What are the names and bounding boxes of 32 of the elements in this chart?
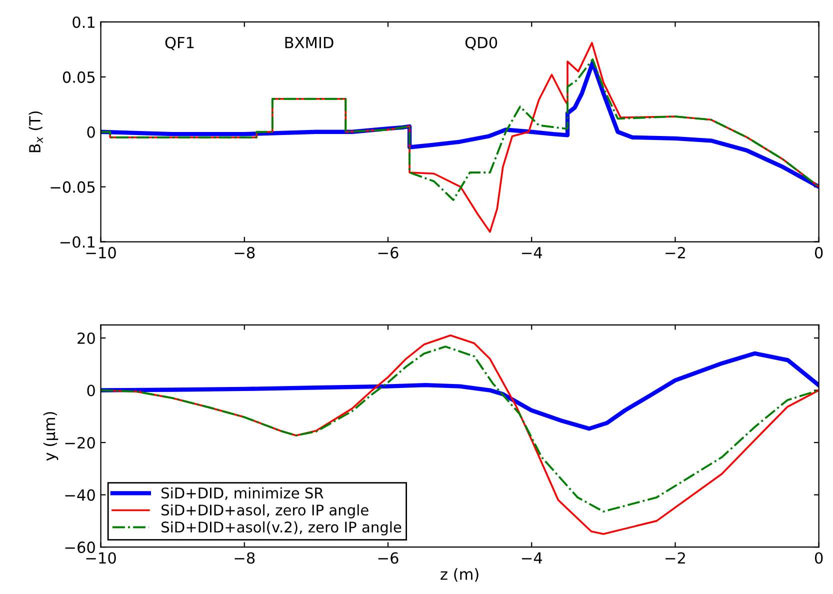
y-axis-title: B$_{x}$ (T): [28, 111, 43, 152]
x-tick-label: 0: [814, 552, 823, 564]
y-tick-label: −20: [65, 436, 95, 449]
y-tick-label: 0: [87, 384, 95, 396]
x-axis-title: z (m): [440, 568, 478, 582]
y-tick-label: −0.1: [60, 236, 95, 248]
x-tick-label: −2: [666, 246, 685, 258]
annotation: BXMID: [285, 37, 334, 48]
annotation: QD0: [465, 36, 498, 50]
line-series: [100, 351, 819, 431]
x-tick-label: −10: [86, 552, 116, 564]
y-tick-label: −0.05: [50, 181, 95, 193]
y-tick-label: 0.05: [62, 71, 95, 83]
legend-label: SiD+DID+asol(v.2), zero IP angle: [162, 521, 402, 536]
x-tick-label: −2: [666, 552, 685, 564]
y-tick-label: 0: [87, 126, 95, 138]
x-tick-label: −8: [234, 246, 255, 258]
annotation: QF1: [165, 36, 194, 50]
legend-label: SiD+DID+asol, zero IP angle: [162, 504, 368, 518]
x-tick-label: −10: [86, 246, 116, 258]
x-tick-label: −4: [522, 247, 542, 258]
y-tick-label: −40: [65, 489, 95, 501]
x-tick-label: −4: [522, 552, 542, 564]
x-tick-label: −6: [378, 552, 398, 564]
x-tick-label: −8: [234, 552, 255, 564]
y-tick-label: 0.1: [72, 16, 95, 28]
x-tick-label: 0: [814, 246, 823, 258]
y-axis-title: y (µm): [43, 412, 58, 461]
y-tick-label: −60: [65, 542, 95, 554]
y-tick-label: 20: [78, 332, 95, 344]
x-tick-label: −6: [378, 246, 398, 258]
legend-label: SiD+DID, minimize SR: [162, 487, 324, 500]
